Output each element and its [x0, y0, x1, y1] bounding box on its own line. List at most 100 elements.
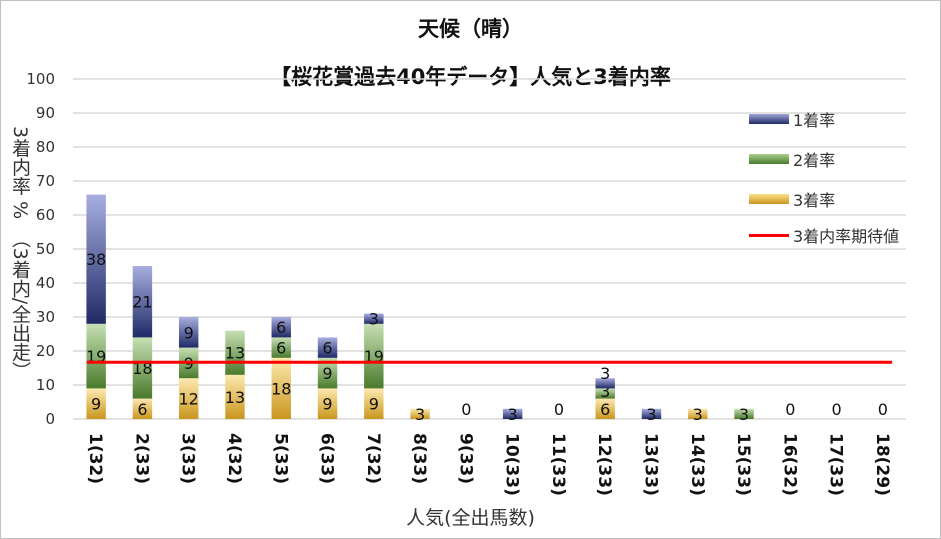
- bar-segment: [317, 337, 338, 358]
- bar-segment: [178, 378, 199, 419]
- data-label: 3: [600, 382, 610, 401]
- bar-segment: [132, 398, 153, 419]
- data-label: 9: [322, 364, 332, 383]
- bar-segment: [317, 357, 338, 389]
- data-label: 21: [132, 293, 152, 312]
- bar-segment: [86, 323, 106, 389]
- data-label: 6: [137, 400, 147, 419]
- y-tick-label: 70: [36, 172, 55, 190]
- x-tick-label: 15(33): [733, 433, 753, 496]
- y-tick-label: 30: [36, 308, 55, 326]
- x-tick-label: 7(32): [363, 433, 383, 484]
- bar-segment: [178, 317, 199, 348]
- data-label: 0: [554, 400, 564, 419]
- x-tick-label: 2(33): [131, 433, 151, 484]
- bar-segment: [595, 388, 615, 399]
- data-label: 3: [369, 310, 379, 329]
- bar-segment: [502, 408, 523, 419]
- y-tick-label: 20: [36, 342, 55, 360]
- bar-segment: [595, 398, 615, 419]
- bar-segment: [225, 330, 245, 375]
- bar-segment: [271, 357, 291, 419]
- bar-segment: [271, 337, 291, 358]
- x-tick-label: 9(33): [455, 433, 475, 484]
- legend-label: 2着率: [793, 151, 836, 170]
- y-tick-label: 60: [36, 206, 55, 224]
- x-tick-label: 1(32): [85, 433, 105, 484]
- bar-segment: [364, 313, 384, 324]
- bar-segment: [317, 388, 338, 419]
- data-label: 3: [646, 405, 656, 424]
- data-label: 3: [600, 364, 610, 383]
- bar-segment: [225, 374, 245, 419]
- data-label: 0: [785, 400, 795, 419]
- x-axis-label: 人気(全出馬数): [406, 507, 535, 529]
- x-tick-label: 8(33): [409, 433, 429, 484]
- data-label: 0: [831, 400, 841, 419]
- bar-segment: [132, 266, 153, 338]
- data-label: 9: [184, 323, 194, 342]
- data-label: 9: [322, 395, 332, 414]
- x-tick-label: 17(33): [826, 433, 846, 496]
- data-label: 6: [322, 339, 332, 358]
- bar-segment: [364, 323, 384, 389]
- bar-segment: [364, 388, 384, 419]
- legend-reference: 3着内率期待値: [749, 223, 899, 247]
- bar-segment: [688, 408, 708, 419]
- x-tick-label: 18(29): [872, 433, 892, 496]
- data-label: 3: [739, 405, 749, 424]
- data-label: 6: [600, 400, 610, 419]
- legend-2nd: 2着率: [749, 147, 835, 171]
- data-label: 3: [415, 405, 425, 424]
- bar-segment: [641, 408, 662, 419]
- x-tick-label: 5(33): [270, 433, 290, 484]
- data-label: 0: [878, 400, 888, 419]
- legend-3rd: 3着率: [749, 187, 835, 211]
- y-tick-label: 80: [36, 138, 55, 156]
- x-tick-label: 10(33): [502, 433, 522, 496]
- bar-segment: [86, 388, 106, 419]
- legend-1st: 1着率: [749, 107, 835, 131]
- y-tick-label: 40: [36, 274, 55, 292]
- data-label: 13: [225, 344, 245, 363]
- legend-label: 1着率: [793, 111, 836, 130]
- y-tick-label: 0: [45, 410, 55, 428]
- data-label: 12: [179, 390, 199, 409]
- bar-segment: [132, 337, 153, 399]
- x-tick-label: 11(33): [548, 433, 568, 496]
- y-tick-label: 50: [36, 240, 55, 258]
- y-tick-label: 10: [36, 376, 55, 394]
- x-tick-label: 14(33): [687, 433, 707, 496]
- data-label: 13: [225, 388, 245, 407]
- bar-segment: [86, 194, 106, 324]
- y-tick-label: 90: [36, 104, 55, 122]
- data-label: 0: [461, 400, 471, 419]
- data-label: 18: [271, 379, 291, 398]
- data-label: 6: [276, 339, 286, 358]
- data-label: 3: [693, 405, 703, 424]
- data-label: 9: [91, 395, 101, 414]
- bar-segment: [734, 408, 754, 419]
- x-tick-label: 6(33): [317, 433, 337, 484]
- y-tick-label: 100: [26, 70, 55, 88]
- y-axis-label: 3着内率 % （3着内/全出走）: [9, 126, 31, 381]
- data-label: 18: [132, 359, 152, 378]
- x-tick-label: 4(32): [224, 433, 244, 484]
- x-tick-label: 3(33): [178, 433, 198, 484]
- bar-segment: [595, 378, 615, 389]
- data-label: 6: [276, 318, 286, 337]
- x-tick-label: 13(33): [640, 433, 660, 496]
- data-label: 3: [508, 405, 518, 424]
- legend-label: 3着内率期待値: [793, 227, 900, 246]
- bar-segment: [410, 408, 430, 419]
- bar-segment: [271, 317, 291, 338]
- legend-label: 3着率: [793, 191, 836, 210]
- chart-subtitle: 【桜花賞過去40年データ】人気と3着内率: [270, 65, 671, 89]
- x-tick-label: 16(32): [779, 433, 799, 496]
- x-tick-label: 12(33): [594, 433, 614, 496]
- data-label: 38: [86, 250, 106, 269]
- chart-title: 天候（晴）: [418, 17, 523, 41]
- data-label: 9: [369, 395, 379, 414]
